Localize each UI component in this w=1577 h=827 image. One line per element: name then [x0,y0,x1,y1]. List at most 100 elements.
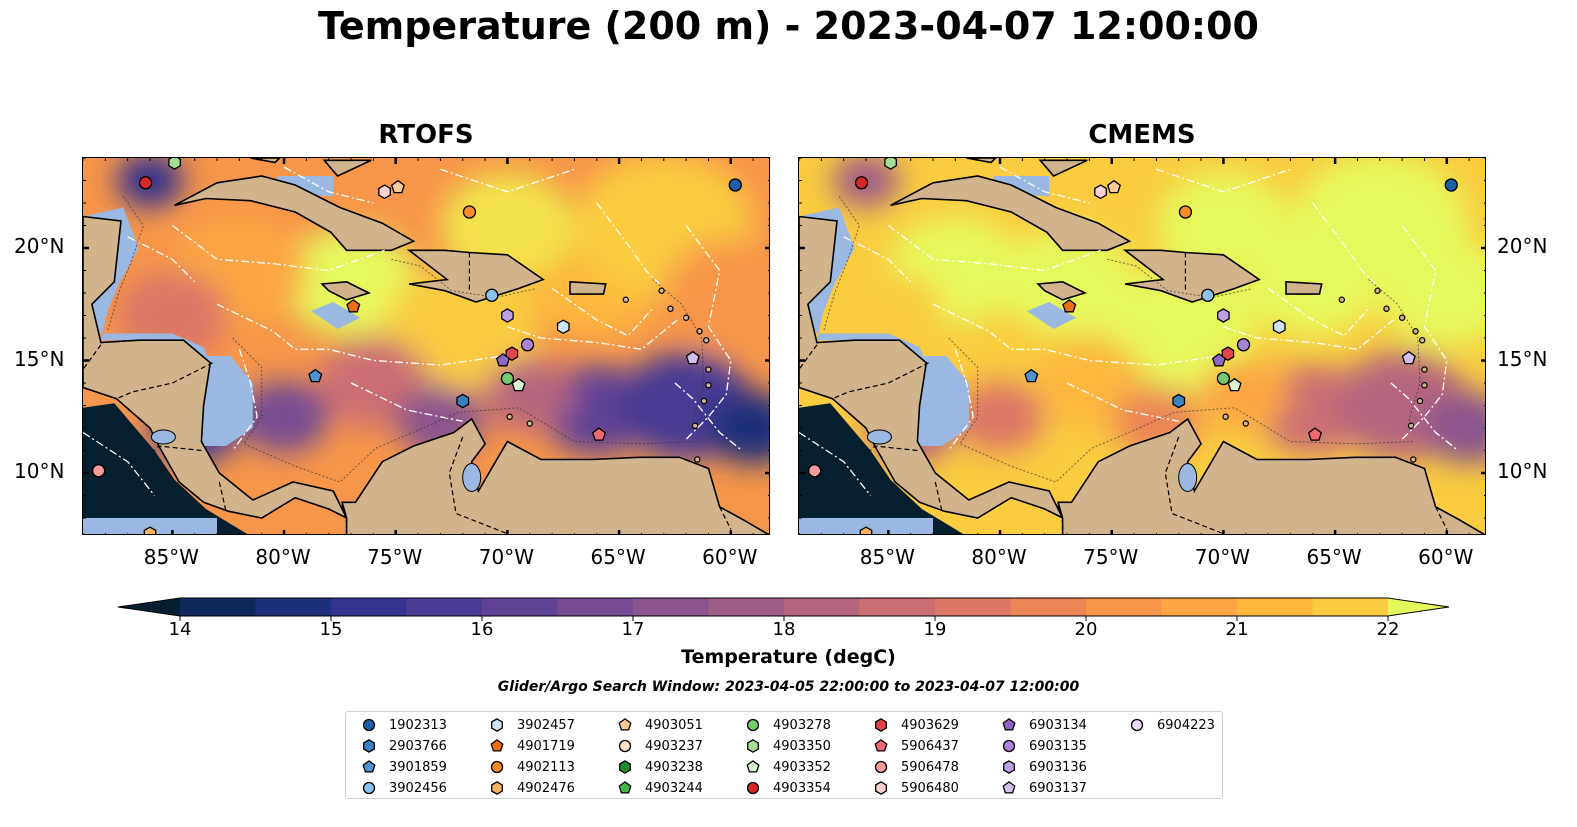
national-border [832,362,929,400]
eez-boundary [507,319,678,350]
legend-marker-hexagon [363,739,375,753]
legend-entry: 4902476 [489,780,575,796]
island [682,314,690,321]
legend-marker-pentagon [618,718,632,731]
panel-title-cmems: CMEMS [1088,120,1196,150]
legend-marker-hexagon [875,718,887,732]
legend-label: 3902456 [389,780,447,796]
legend-entry: 5906478 [873,759,959,775]
colorbar-segment [331,598,407,616]
colorbar-segment [708,598,785,616]
legend-marker-circle [490,760,504,774]
legend-label: 6903135 [1029,738,1087,754]
eez-boundary [932,303,1219,366]
legend-entry: 3902456 [361,780,447,796]
float-marker-4903278 [500,371,515,386]
map-canvas [799,158,1485,534]
legend-entry: 5906437 [873,738,959,754]
legend-marker-circle [362,781,376,795]
legend-label: 6903137 [1029,780,1087,796]
eez-boundary [83,431,156,496]
legend-label: 6904223 [1157,717,1215,733]
island [1416,397,1424,405]
eez-boundary [1156,168,1291,193]
eez-boundary [596,202,660,285]
panel-title-rtofs: RTOFS [378,120,474,150]
eez-boundary [283,166,374,204]
float-marker-4903244 [1484,218,1485,221]
eez-boundary [1066,382,1179,422]
colorbar-segment [935,598,1011,616]
island [622,296,630,303]
lon-label: 85°W [859,545,915,569]
float-marker-1902313 [1444,178,1458,192]
island [1421,382,1428,389]
legend-label: 4903237 [645,738,703,754]
float-marker-1902313 [728,178,742,192]
legend-label: 4903238 [645,759,703,775]
colorbar-tick-label: 20 [1074,619,1098,640]
legend-label: 5906480 [901,780,959,796]
float-marker-4903350 [168,158,181,170]
island [1410,456,1417,463]
legend-entry: 4903237 [617,738,703,754]
eez-boundary [948,349,974,451]
float-marker-4902113 [1178,205,1193,219]
lat-label-left: 20°N [14,234,65,258]
eez-boundary [350,382,463,422]
float-marker-4902113 [462,205,477,219]
legend-entry: 2903766 [361,738,447,754]
float-marker-5906437 [1307,427,1323,441]
float-marker-4902476 [143,526,157,534]
float-marker-3902456 [1201,288,1215,302]
lat-label-right: 10°N [1497,459,1548,483]
float-marker-4903354 [138,176,153,190]
national-border [934,481,943,512]
lon-label: 70°W [1194,545,1251,569]
lon-label: 75°W [1083,545,1139,569]
float-marker-5906478 [807,464,822,478]
legend-marker-circle [1130,718,1144,732]
map-panel-rtofs[interactable] [82,157,770,535]
land-central [799,215,1065,520]
land-jamaica [320,280,372,301]
legend-entry: 6903137 [1001,780,1087,796]
land-puerto [569,280,607,295]
island [1421,366,1428,373]
colorbar-segment [1086,598,1162,616]
float-marker-6903135 [520,338,535,352]
legend-entry: 4903238 [617,759,703,775]
island [1398,314,1406,321]
continental-shelf [310,302,360,329]
legend-label: 6903134 [1029,717,1087,733]
eez-boundary [1223,319,1394,350]
legend-entry: 4903350 [745,738,831,754]
national-border [448,436,508,534]
legend-label: 4903354 [773,780,831,796]
float-marker-6903136 [1217,308,1230,323]
float-marker-3902456 [485,288,499,302]
island [1407,422,1415,429]
island [1222,413,1229,420]
temperature-blob [1424,392,1485,464]
map-panel-cmems[interactable] [798,157,1486,535]
national-border [1435,506,1448,530]
bathymetry-contour [652,279,705,422]
pacific-ocean [83,403,248,534]
legend-entry: 5906480 [873,780,959,796]
legend-label: 1902313 [389,717,447,733]
legend-marker-hexagon [875,781,887,795]
legend-label: 3902457 [517,717,575,733]
legend-marker-pentagon [618,781,632,794]
temperature-blob [663,239,769,347]
legend-marker-hexagon [1003,760,1015,774]
float-marker-2903766 [1172,393,1186,409]
legend-entry: 3902457 [489,717,575,733]
continental-shelf [1026,302,1076,329]
colorbar-extend-max [1388,598,1449,616]
national-border [154,445,202,452]
float-marker-4903051 [390,179,405,194]
float-marker-5906480 [378,184,391,200]
eez-boundary [232,349,258,451]
eez-boundary [1312,202,1376,285]
